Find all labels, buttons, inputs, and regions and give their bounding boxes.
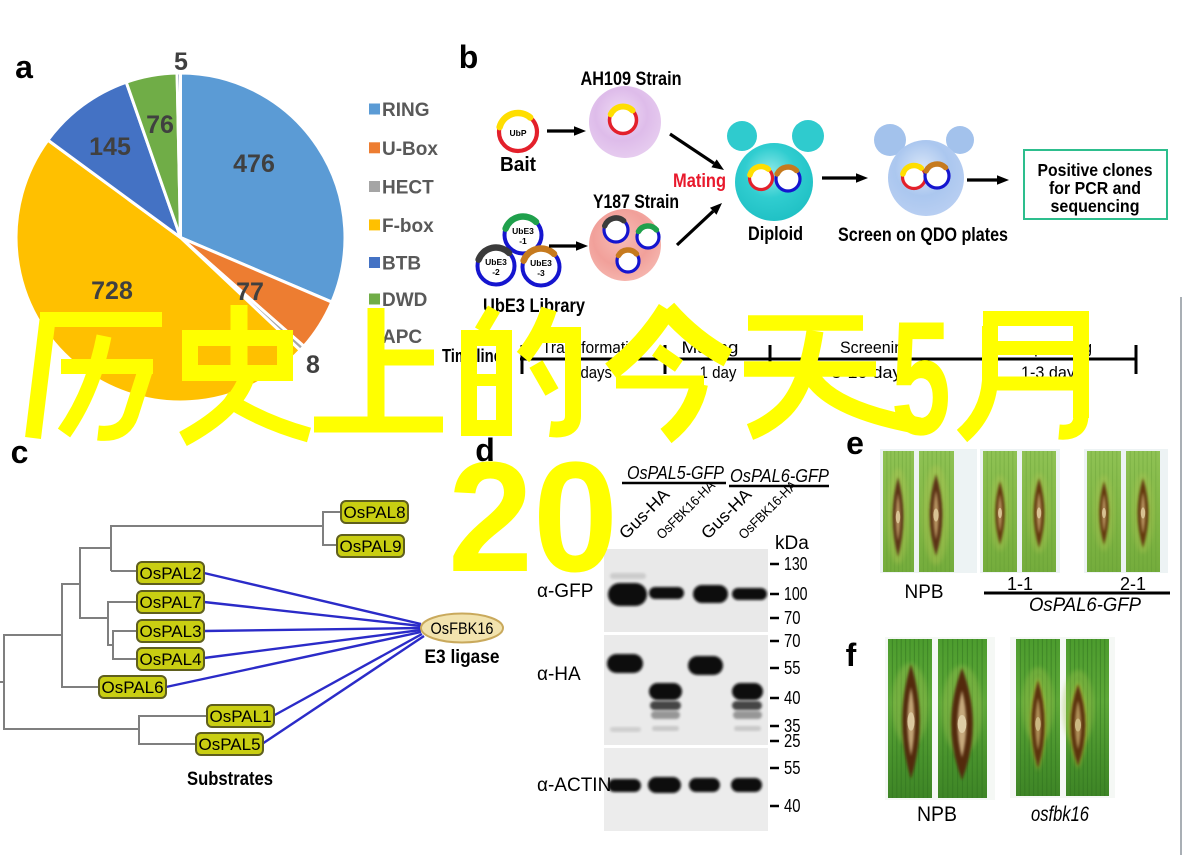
- svg-text:OsPAL5-GFP: OsPAL5-GFP: [627, 463, 724, 483]
- svg-text:OsPAL6-GFP: OsPAL6-GFP: [1029, 595, 1141, 616]
- svg-text:APC: APC: [382, 327, 422, 348]
- svg-text:UbP: UbP: [510, 128, 527, 138]
- svg-text:25: 25: [784, 731, 801, 751]
- svg-text:kDa: kDa: [775, 533, 809, 554]
- svg-text:BTB: BTB: [382, 254, 421, 275]
- svg-text:OsPAL1: OsPAL1: [209, 707, 271, 726]
- svg-text:145: 145: [89, 133, 131, 161]
- svg-text:sequencing: sequencing: [1051, 196, 1140, 216]
- svg-text:OsPAL6-GFP: OsPAL6-GFP: [730, 466, 829, 486]
- svg-text:40: 40: [784, 688, 801, 708]
- svg-text:OsPAL8: OsPAL8: [343, 503, 405, 522]
- svg-text:728: 728: [91, 277, 133, 305]
- svg-text:UbE3 Library: UbE3 Library: [483, 295, 585, 317]
- svg-text:476: 476: [233, 150, 275, 178]
- svg-text:77: 77: [236, 278, 264, 306]
- svg-text:f: f: [846, 637, 857, 673]
- svg-text:E3 ligase: E3 ligase: [425, 647, 500, 668]
- svg-text:-3: -3: [537, 268, 545, 278]
- svg-text:55: 55: [784, 658, 801, 678]
- svg-text:Screen on QDO plates: Screen on QDO plates: [838, 225, 1008, 246]
- svg-text:OsPAL6: OsPAL6: [101, 678, 163, 697]
- svg-text:e: e: [846, 425, 864, 461]
- svg-text:Mating: Mating: [673, 170, 726, 192]
- svg-text:Screening: Screening: [840, 338, 912, 357]
- svg-text:130: 130: [784, 554, 808, 574]
- svg-text:-1: -1: [519, 236, 527, 246]
- svg-text:40: 40: [784, 796, 801, 816]
- svg-text:c: c: [11, 434, 29, 470]
- svg-text:2-1: 2-1: [1120, 574, 1146, 594]
- svg-text:35: 35: [784, 716, 801, 736]
- svg-text:b: b: [459, 39, 479, 75]
- svg-text:20: 20: [448, 430, 618, 605]
- svg-text:α-HA: α-HA: [537, 664, 581, 685]
- svg-text:osfbk16: osfbk16: [1031, 803, 1089, 826]
- svg-text:76: 76: [146, 111, 174, 139]
- svg-text:d: d: [475, 432, 495, 468]
- svg-text:70: 70: [784, 608, 801, 628]
- svg-text:F-box: F-box: [382, 216, 434, 237]
- svg-text:55: 55: [784, 758, 801, 778]
- svg-text:1-1: 1-1: [1007, 574, 1033, 594]
- svg-text:OsPAL4: OsPAL4: [139, 650, 201, 669]
- svg-text:α-ACTIN: α-ACTIN: [537, 775, 611, 796]
- svg-text:Positive clones: Positive clones: [1038, 160, 1153, 180]
- svg-text:a: a: [15, 49, 33, 85]
- svg-text:OsPAL9: OsPAL9: [339, 537, 401, 556]
- svg-text:α-GFP: α-GFP: [537, 581, 593, 602]
- svg-text:OsPAL7: OsPAL7: [139, 593, 201, 612]
- svg-text:Diploid: Diploid: [748, 223, 803, 245]
- svg-text:for PCR and: for PCR and: [1049, 178, 1141, 198]
- svg-text:NPB: NPB: [917, 803, 957, 826]
- svg-text:Y187 Strain: Y187 Strain: [593, 191, 679, 213]
- svg-text:OsPAL5: OsPAL5: [198, 735, 260, 754]
- svg-text:Substrates: Substrates: [187, 769, 273, 790]
- svg-text:-2: -2: [492, 267, 500, 277]
- svg-text:NPB: NPB: [905, 581, 944, 603]
- svg-text:8: 8: [306, 351, 320, 379]
- svg-text:OsPAL2: OsPAL2: [139, 564, 201, 583]
- svg-text:Bait: Bait: [500, 154, 536, 176]
- svg-text:70: 70: [784, 631, 801, 651]
- svg-text:1 day: 1 day: [700, 363, 737, 382]
- svg-text:UbE3: UbE3: [512, 226, 534, 236]
- svg-text:5: 5: [891, 288, 951, 469]
- svg-text:UbE3: UbE3: [485, 257, 507, 267]
- svg-text:DWD: DWD: [382, 290, 427, 311]
- svg-text:U-Box: U-Box: [382, 139, 438, 160]
- svg-text:100: 100: [784, 584, 808, 604]
- svg-text:5: 5: [174, 48, 188, 76]
- svg-text:HECT: HECT: [382, 178, 434, 199]
- svg-text:RING: RING: [382, 100, 430, 121]
- svg-text:AH109 Strain: AH109 Strain: [581, 68, 682, 90]
- svg-text:UbE3: UbE3: [530, 258, 552, 268]
- svg-text:OsFBK16: OsFBK16: [431, 619, 494, 638]
- svg-text:OsPAL3: OsPAL3: [139, 622, 201, 641]
